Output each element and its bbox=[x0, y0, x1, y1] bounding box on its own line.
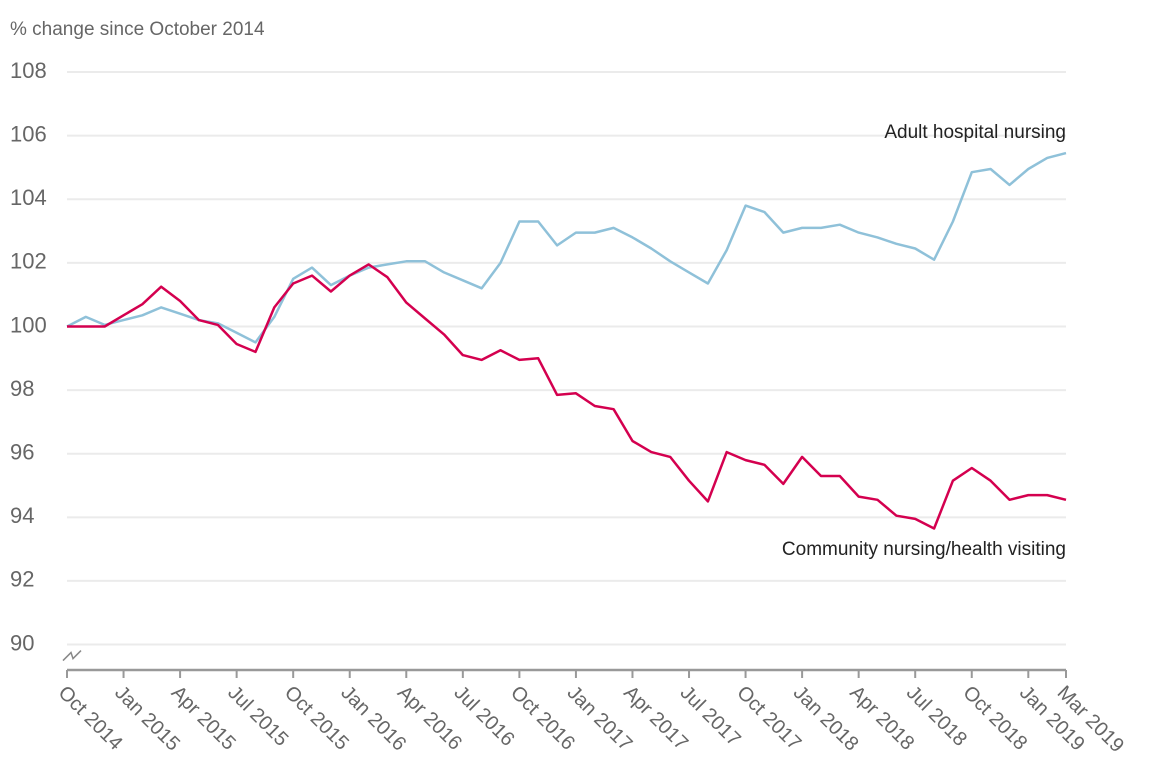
y-tick-label: 104 bbox=[10, 185, 47, 210]
y-tick-label: 102 bbox=[10, 249, 47, 274]
series-label: Community nursing/health visiting bbox=[782, 539, 1066, 560]
y-tick-label: 90 bbox=[10, 630, 34, 655]
series-label: Adult hospital nursing bbox=[884, 122, 1066, 143]
axis-break bbox=[62, 650, 82, 662]
y-tick-label: 92 bbox=[10, 567, 34, 592]
y-tick-label: 94 bbox=[10, 503, 34, 528]
series-line bbox=[66, 151, 1067, 344]
series-line bbox=[67, 263, 1067, 530]
y-tick-label: 108 bbox=[10, 58, 47, 83]
y-tick-label: 106 bbox=[10, 121, 47, 146]
y-axis-title: % change since October 2014 bbox=[10, 19, 265, 40]
y-tick-label: 100 bbox=[10, 312, 47, 337]
y-tick-label: 96 bbox=[10, 440, 34, 465]
y-tick-label: 98 bbox=[10, 376, 34, 401]
